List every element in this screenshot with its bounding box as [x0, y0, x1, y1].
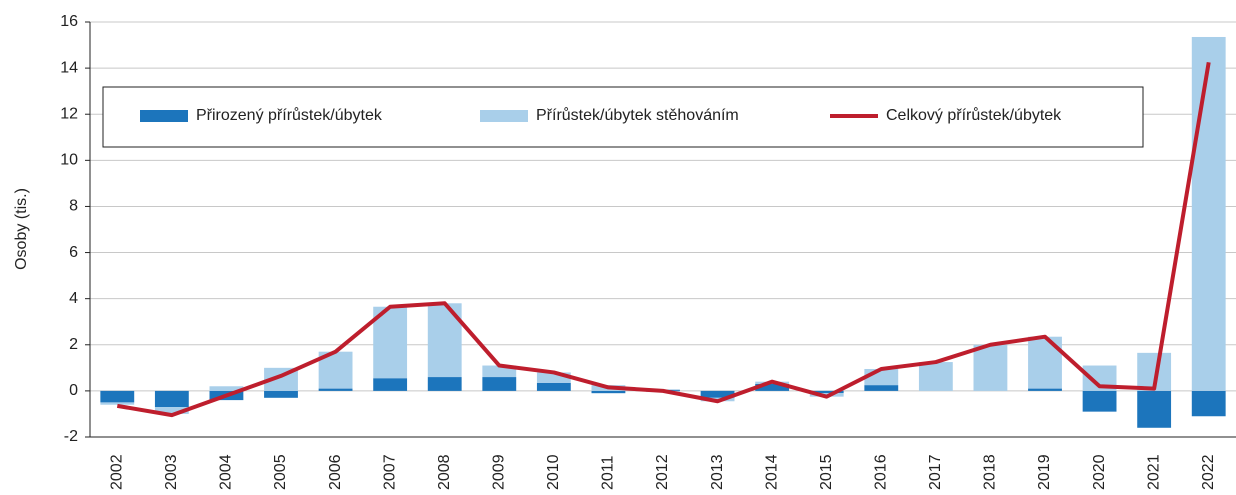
- bar: [154, 407, 189, 414]
- x-tick-label: 2020: [1091, 454, 1108, 490]
- bar: [1028, 336, 1062, 389]
- x-tick-label: 2002: [109, 454, 126, 490]
- bar: [482, 365, 517, 378]
- line: [116, 62, 1211, 418]
- bar: [318, 388, 353, 391]
- x-tick-label: 2003: [163, 454, 180, 490]
- x-tick-label: 2006: [327, 454, 344, 490]
- y-tick-label: 4: [69, 290, 78, 307]
- x-tick-label: 2017: [927, 454, 944, 490]
- bar: [918, 362, 953, 391]
- x-tick-label: 2011: [600, 455, 617, 490]
- bar: [755, 383, 790, 391]
- x-tick-label: 2021: [1145, 454, 1162, 490]
- x-tick-label: 2005: [272, 454, 289, 490]
- bar: [1137, 390, 1172, 428]
- y-tick-label: 12: [60, 105, 78, 122]
- y-tick-label: 0: [69, 382, 78, 399]
- x-tick-label: 2004: [218, 454, 235, 490]
- y-tick-label: 16: [60, 13, 78, 30]
- y-tick-label: 10: [60, 152, 78, 169]
- x-tick-label: 2015: [818, 454, 835, 490]
- bar: [373, 306, 408, 379]
- y-axis-label: Osoby (tis.): [13, 188, 30, 270]
- x-tick-label: 2016: [873, 454, 890, 490]
- legend-label: Přirozený přírůstek/úbytek: [196, 106, 383, 124]
- bar: [264, 390, 298, 398]
- bar: [700, 390, 735, 398]
- bar: [973, 344, 1008, 391]
- x-tick-label: 2014: [763, 454, 780, 490]
- bar: [591, 390, 626, 394]
- bar: [100, 402, 135, 405]
- bar: [1191, 390, 1226, 417]
- bar: [427, 377, 462, 391]
- bar: [1082, 390, 1117, 412]
- x-tick-label: 2008: [436, 454, 453, 490]
- bar: [1028, 388, 1062, 391]
- bar: [100, 390, 135, 403]
- x-tick-label: 2018: [982, 454, 999, 490]
- legend-swatch: [480, 110, 528, 122]
- bar: [482, 377, 517, 391]
- y-tick-label: 14: [60, 59, 78, 76]
- bar: [373, 378, 408, 391]
- legend-swatch: [140, 110, 188, 122]
- legend-box: [102, 86, 1144, 148]
- y-tick-label: -2: [64, 428, 78, 445]
- x-tick-label: 2009: [491, 454, 508, 490]
- bar: [536, 372, 571, 383]
- bar: [154, 390, 189, 408]
- x-tick-label: 2013: [709, 454, 726, 490]
- y-tick-label: 8: [69, 198, 78, 215]
- x-tick-label: 2022: [1200, 454, 1217, 490]
- bar: [536, 382, 571, 391]
- y-tick-label: 6: [69, 244, 78, 261]
- legend-label: Celkový přírůstek/úbytek: [886, 106, 1062, 124]
- x-tick-label: 2012: [654, 454, 671, 490]
- bar: [809, 390, 844, 394]
- x-tick-label: 2010: [545, 454, 562, 490]
- bar: [1191, 36, 1226, 391]
- y-tick-label: 2: [69, 336, 78, 353]
- bar: [209, 386, 244, 391]
- bar: [864, 385, 899, 391]
- legend-label: Přírůstek/úbytek stěhováním: [536, 106, 739, 124]
- x-tick-label: 2007: [381, 454, 398, 490]
- x-tick-label: 2019: [1036, 454, 1053, 490]
